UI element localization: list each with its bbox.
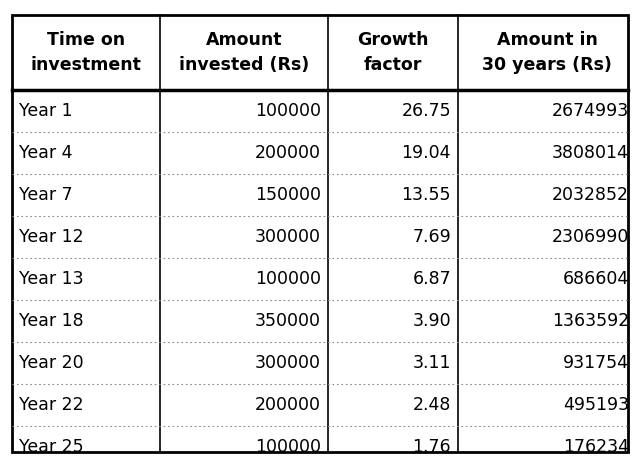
Text: 931754: 931754 [563, 354, 629, 372]
Text: 7.69: 7.69 [412, 228, 451, 246]
Text: 1.76: 1.76 [412, 438, 451, 456]
Text: Year 13: Year 13 [19, 270, 84, 288]
Text: Growth
factor: Growth factor [357, 31, 429, 74]
Text: Year 1: Year 1 [19, 102, 72, 120]
Text: Time on
investment: Time on investment [31, 31, 141, 74]
Text: 3.11: 3.11 [413, 354, 451, 372]
Text: 2032852: 2032852 [552, 186, 629, 204]
Text: 2306990: 2306990 [552, 228, 629, 246]
Text: Year 22: Year 22 [19, 396, 84, 414]
Text: 6.87: 6.87 [412, 270, 451, 288]
Text: Year 18: Year 18 [19, 312, 84, 330]
Text: 3.90: 3.90 [412, 312, 451, 330]
Text: 3808014: 3808014 [552, 144, 629, 162]
Text: Year 7: Year 7 [19, 186, 72, 204]
Text: 2674993: 2674993 [552, 102, 629, 120]
Text: 150000: 150000 [255, 186, 321, 204]
Text: Amount in
30 years (Rs): Amount in 30 years (Rs) [482, 31, 612, 74]
Text: Year 12: Year 12 [19, 228, 84, 246]
Text: 100000: 100000 [255, 438, 321, 456]
Text: 100000: 100000 [255, 270, 321, 288]
Text: Year 4: Year 4 [19, 144, 72, 162]
Text: 19.04: 19.04 [401, 144, 451, 162]
Text: Year 25: Year 25 [19, 438, 84, 456]
Text: Year 20: Year 20 [19, 354, 84, 372]
Text: 495193: 495193 [563, 396, 629, 414]
Text: 686604: 686604 [563, 270, 629, 288]
Text: 200000: 200000 [255, 396, 321, 414]
Text: 2.48: 2.48 [413, 396, 451, 414]
Text: 26.75: 26.75 [401, 102, 451, 120]
Text: 13.55: 13.55 [401, 186, 451, 204]
Text: 350000: 350000 [255, 312, 321, 330]
Text: 100000: 100000 [255, 102, 321, 120]
Text: 300000: 300000 [255, 228, 321, 246]
Text: 1363592: 1363592 [552, 312, 629, 330]
Text: 200000: 200000 [255, 144, 321, 162]
Text: Amount
invested (Rs): Amount invested (Rs) [179, 31, 309, 74]
Text: 300000: 300000 [255, 354, 321, 372]
Text: 176234: 176234 [563, 438, 629, 456]
